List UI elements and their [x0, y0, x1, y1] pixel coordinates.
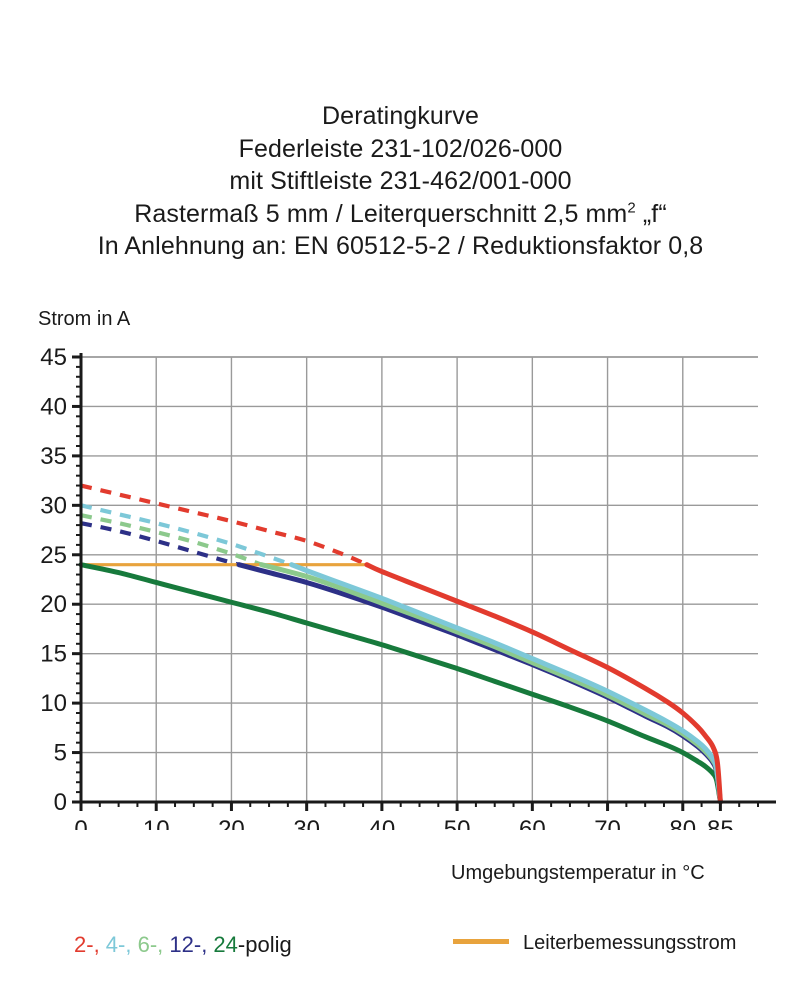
curve-solid-12-polig: [236, 562, 723, 805]
legend-rated-current: Leiterbemessungsstrom: [453, 932, 736, 955]
legend-sep-3: ,: [157, 932, 170, 957]
title-line-2: Federleiste 231-102/026-000: [238, 134, 563, 163]
chart-legend: 2-, 4-, 6-, 12-, 24-polig Leiterbemessun…: [0, 932, 801, 966]
x-axis-label: Umgebungstemperatur in °C: [451, 862, 705, 884]
x-tick-label: 50: [444, 816, 471, 830]
curve-dashed-6-polig: [80, 513, 263, 567]
legend-item-4-polig: 4-: [105, 932, 126, 957]
legend-rated-current-label: Leiterbemessungsstrom: [523, 932, 737, 954]
chart-title-block: Deratingkurve Federleiste 231-102/026-00…: [0, 100, 801, 263]
legend-poles: 2-, 4-, 6-, 12-, 24-polig: [74, 932, 292, 958]
title-line-3: mit Stiftleiste 231-462/001-000: [229, 167, 572, 195]
y-tick-label: 20: [40, 591, 67, 618]
y-tick-label: 15: [40, 641, 67, 668]
legend-sep-1: ,: [93, 932, 106, 957]
legend-item-6-polig: 6-: [137, 932, 158, 957]
x-tick-label: 0: [74, 816, 87, 830]
x-tick-label: 70: [594, 816, 621, 830]
legend-item-2-polig: 2-: [74, 932, 94, 957]
rated-current-swatch-icon: [453, 939, 509, 945]
curve-solid-2-polig: [364, 562, 723, 805]
y-tick-label: 10: [40, 690, 67, 717]
title-line-5: In Anlehnung an: EN 60512-5-2 / Reduktio…: [97, 232, 704, 260]
y-tick-label: 0: [54, 789, 67, 816]
x-tick-label: 80: [669, 816, 696, 830]
legend-poles-suffix: -polig: [237, 932, 292, 957]
y-axis-label: Strom in A: [38, 308, 131, 330]
legend-item-12-polig: 12-: [169, 932, 202, 957]
curve-dashed-12-polig: [80, 521, 240, 567]
y-tick-label: 30: [40, 492, 67, 519]
chart-plot-area: 0 5 10 15 20 25 30 35 40 45 0 10 20 30 40 50 60 70 80 85: [40, 344, 776, 830]
curve-solid-4-polig: [289, 562, 723, 805]
x-tick-label: 60: [519, 816, 546, 830]
x-tick-label: 30: [293, 816, 320, 830]
title-line-4: Rastermaß 5 mm / Leiterquerschnitt 2,5 m…: [0, 198, 801, 231]
y-tick-label: 25: [40, 542, 67, 569]
y-tick-label: 45: [40, 344, 67, 371]
title-line-1: Deratingkurve: [322, 102, 479, 130]
y-tick-label: 35: [40, 443, 67, 470]
title-line-4-suffix: „f“: [635, 199, 667, 228]
curve-dashed-2-polig: [80, 483, 368, 567]
legend-item-24-polig: 24: [213, 932, 238, 957]
y-tick-label: 5: [54, 740, 67, 767]
curve-solid-24-polig: [78, 562, 723, 805]
x-tick-label: 40: [369, 816, 396, 830]
curve-dashed-4-polig: [80, 503, 293, 567]
x-tick-label: 20: [218, 816, 245, 830]
title-line-4-main: Rastermaß 5 mm / Leiterquerschnitt 2,5 m…: [134, 199, 628, 228]
legend-sep-4: ,: [201, 932, 214, 957]
y-tick-label: 40: [40, 393, 67, 420]
curve-solid-6-polig: [259, 562, 723, 805]
x-tick-label: 85: [707, 816, 734, 830]
title-line-4-superscript: 2: [627, 199, 636, 217]
legend-sep-2: ,: [125, 932, 138, 957]
x-tick-label: 10: [143, 816, 170, 830]
